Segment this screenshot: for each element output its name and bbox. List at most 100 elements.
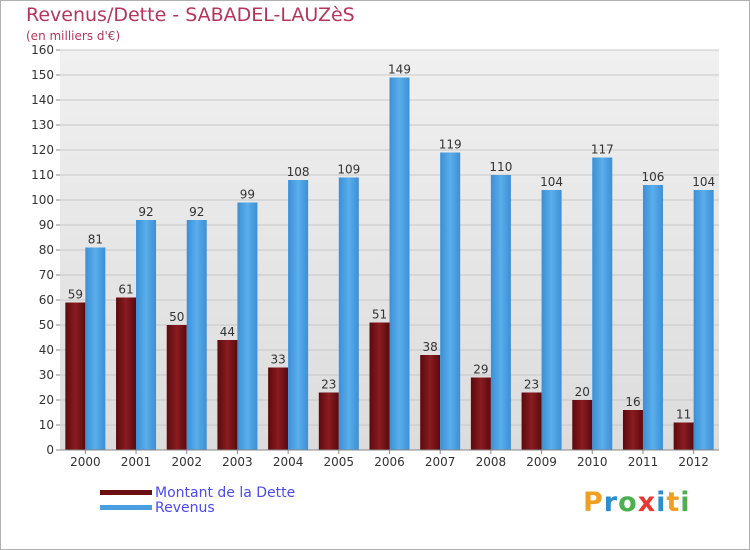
data-label: 33 [270,353,285,367]
legend-swatch-debt [100,490,152,495]
y-tick-label: 70 [39,268,54,282]
x-tick-label: 2009 [526,455,557,469]
bar-revenus [288,180,309,450]
bar-revenus [85,247,106,450]
bar-dette [217,340,238,450]
logo-letter: x [637,487,657,518]
data-label: 106 [642,170,665,184]
x-tick-label: 2011 [628,455,659,469]
y-tick-label: 110 [31,168,54,182]
x-axis-ticks: 2000 2001 2002 2003 2004 2005 2006 2007 2008 2009… [70,450,709,469]
bar-dette [622,410,643,450]
x-tick-label: 2002 [171,455,202,469]
bar-revenus [186,220,207,450]
bar-dette [318,392,339,450]
bar-dette [116,297,137,450]
bar-dette [470,377,491,450]
chart-title: Revenus/Dette - SABADEL-LAUZèS [26,4,355,26]
logo-letter: t [666,487,681,518]
y-tick-label: 40 [39,343,54,357]
bar-dette [420,355,441,450]
y-tick-label: 50 [39,318,54,332]
bar-revenus [389,77,410,450]
y-tick-label: 150 [31,68,54,82]
y-axis-ticks: 0 10 20 30 40 50 60 70 80 90 100 110 120 130 140 150 160 [31,43,60,457]
x-tick-label: 2012 [678,455,709,469]
bar-revenus [440,152,461,450]
x-tick-label: 2003 [222,455,253,469]
bar-revenus [338,177,359,450]
x-tick-label: 2007 [425,455,456,469]
data-label: 11 [676,408,691,422]
bar-dette [673,422,694,450]
y-tick-label: 100 [31,193,54,207]
x-tick-label: 2004 [273,455,304,469]
data-label: 119 [439,138,462,152]
bar-revenus [541,190,562,450]
y-tick-label: 90 [39,218,54,232]
bar-revenus [642,185,663,450]
y-tick-label: 140 [31,93,54,107]
bar-dette [572,400,593,450]
data-label: 23 [524,378,539,392]
y-tick-label: 160 [31,43,54,57]
bar-revenus [592,157,613,450]
x-tick-label: 2008 [476,455,507,469]
data-label: 81 [88,233,103,247]
x-tick-label: 2005 [324,455,355,469]
bar-dette [268,367,289,450]
bar-revenus [490,175,511,450]
bar-dette [65,302,86,450]
y-tick-label: 10 [39,418,54,432]
data-labels: 59 81 61 92 50 92 44 99 33 108 23 109 51 149 38 119 29 11… [68,63,715,422]
data-label: 38 [423,340,438,354]
data-label: 29 [473,363,488,377]
data-label: 110 [489,160,512,174]
proxiti-logo: Proxiti [583,487,691,518]
bar-dette [166,325,187,450]
y-tick-label: 80 [39,243,54,257]
logo-letter: P [583,487,604,518]
x-tick-label: 2010 [577,455,608,469]
bars [65,77,714,450]
chart-subtitle: (en milliers d'€) [26,29,121,43]
data-label: 51 [372,308,387,322]
data-label: 99 [240,188,255,202]
y-tick-label: 120 [31,143,54,157]
legend-swatch-revenus [100,505,152,510]
data-label: 104 [692,175,715,189]
data-label: 92 [189,205,204,219]
data-label: 59 [68,288,83,302]
data-label: 109 [337,163,360,177]
y-tick-label: 20 [39,393,54,407]
x-tick-label: 2000 [70,455,101,469]
data-label: 44 [220,325,235,339]
x-tick-label: 2001 [121,455,152,469]
x-tick-label: 2006 [374,455,405,469]
y-tick-label: 0 [46,443,54,457]
logo-letter: i [656,487,667,518]
data-label: 104 [540,175,563,189]
logo-letter: o [618,487,638,518]
data-label: 20 [575,385,590,399]
logo-letter: i [680,487,691,518]
logo-letter: r [603,487,619,518]
bar-revenus [693,190,714,450]
legend-label-debt: Montant de la Dette [155,485,296,501]
bar-revenus [136,220,157,450]
data-label: 16 [625,395,640,409]
data-label: 149 [388,63,411,77]
y-tick-label: 30 [39,368,54,382]
bar-dette [369,322,390,450]
data-label: 108 [287,165,310,179]
data-label: 61 [118,283,133,297]
legend-label-revenus: Revenus [155,500,215,516]
bar-revenus [237,202,258,450]
bar-dette [521,392,542,450]
y-tick-label: 130 [31,118,54,132]
data-label: 50 [169,310,184,324]
data-label: 92 [138,205,153,219]
y-tick-label: 60 [39,293,54,307]
data-label: 23 [321,378,336,392]
